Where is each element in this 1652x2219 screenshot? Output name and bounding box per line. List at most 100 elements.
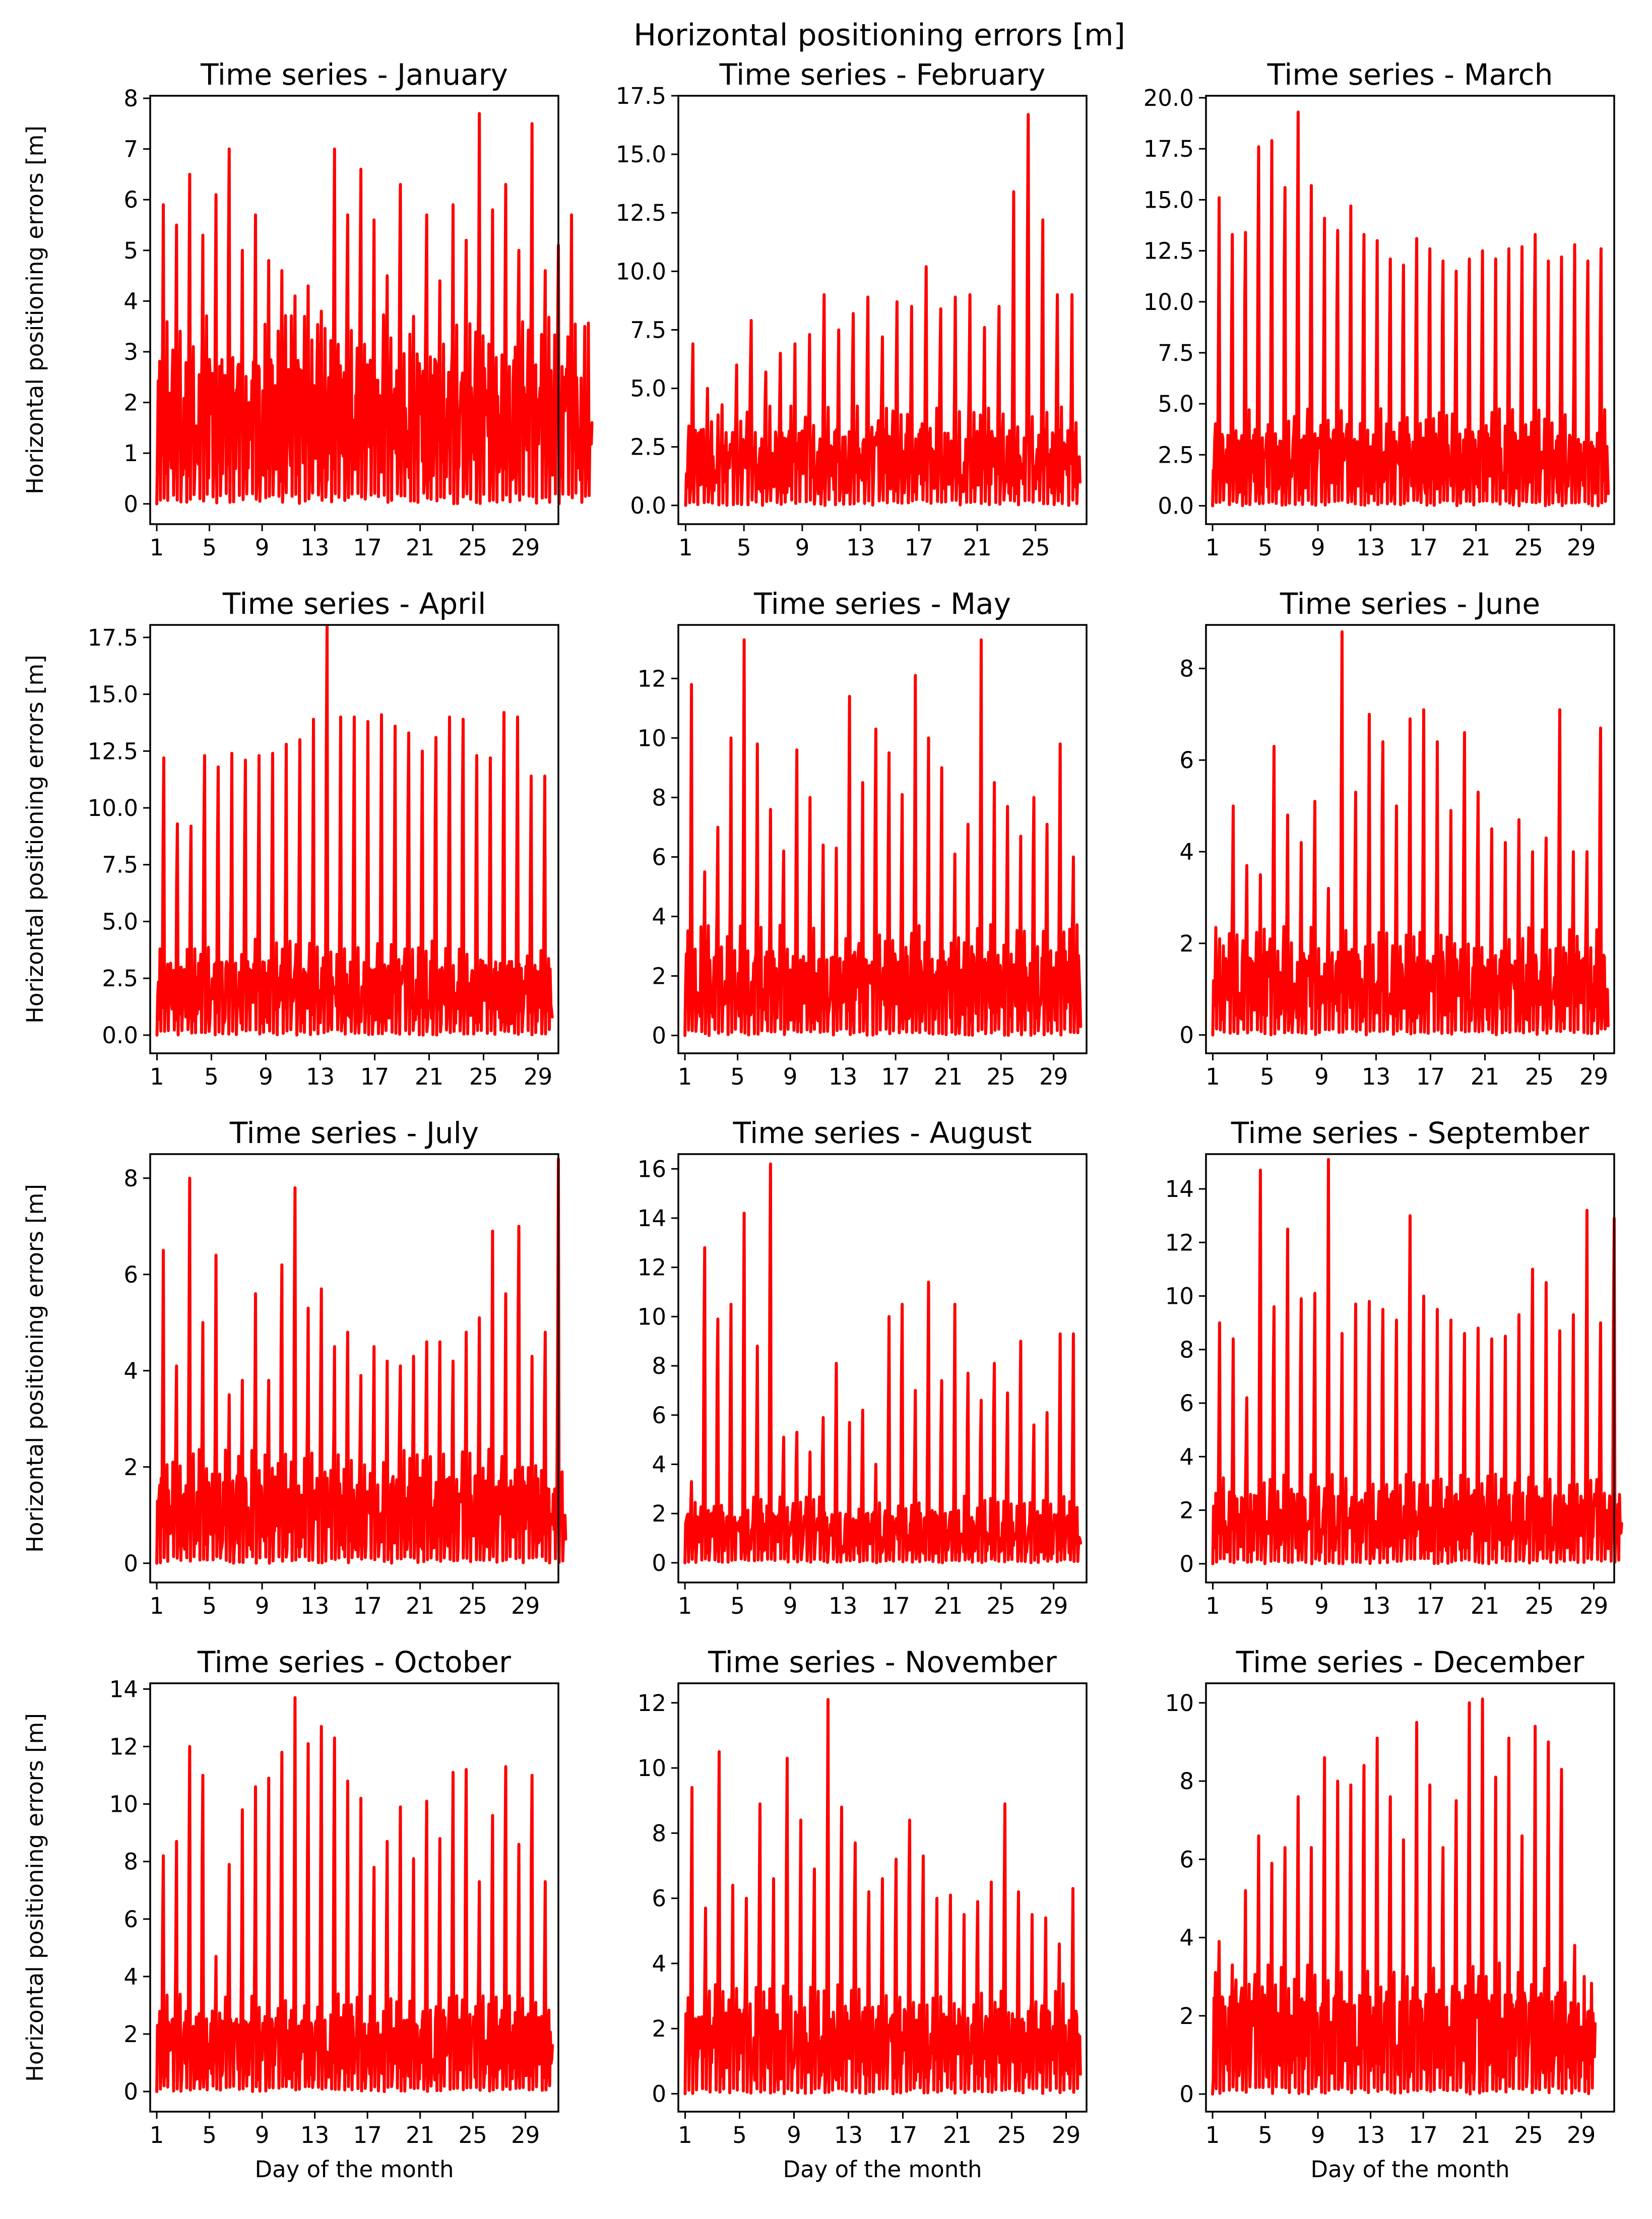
x-tick-label: 29 xyxy=(511,2122,540,2148)
y-tick-label: 12.5 xyxy=(88,738,138,765)
y-tick-label: 4 xyxy=(1179,1925,1194,1951)
y-tick-label: 12.5 xyxy=(616,200,666,226)
series-line xyxy=(155,112,594,505)
y-tick-label: 0 xyxy=(652,1550,666,1576)
y-tick-label: 12 xyxy=(109,1734,138,1760)
y-tick-label: 4 xyxy=(652,903,666,930)
x-tick-label: 5 xyxy=(737,534,751,561)
series-line xyxy=(1211,1697,1597,2096)
x-tick-label: 21 xyxy=(1462,534,1490,561)
y-tick-label: 7 xyxy=(123,136,138,163)
y-tick-label: 3 xyxy=(123,339,138,365)
y-tick-label: 6 xyxy=(123,1261,138,1288)
x-tick-label: 5 xyxy=(1260,1593,1275,1619)
x-tick-label: 9 xyxy=(1311,2122,1325,2148)
x-tick-label: 21 xyxy=(1471,1593,1499,1619)
x-tick-label: 17 xyxy=(1416,1063,1445,1090)
x-tick-label: 13 xyxy=(834,2122,863,2148)
y-tick-label: 17.5 xyxy=(616,83,666,109)
x-tick-label: 5 xyxy=(732,2122,747,2148)
y-tick-label: 5.0 xyxy=(1158,391,1194,417)
y-tick-label: 8 xyxy=(652,784,666,811)
y-tick-label: 8 xyxy=(652,1820,666,1847)
y-tick-label: 8 xyxy=(1179,1337,1194,1363)
x-tick-label: 25 xyxy=(987,1063,1015,1090)
y-tick-label: 8 xyxy=(1179,655,1194,682)
x-tick-label: 25 xyxy=(459,534,487,561)
x-tick-label: 1 xyxy=(1205,1593,1220,1619)
chart-title: Time series - October xyxy=(197,1645,511,1679)
chart-title: Time series - June xyxy=(1280,587,1540,621)
y-tick-label: 2 xyxy=(1179,930,1194,957)
y-tick-label: 20.0 xyxy=(1143,85,1194,111)
plot-area-frame xyxy=(1205,1682,1615,2113)
plot-area-frame xyxy=(149,1682,559,2113)
y-tick-label: 8 xyxy=(123,85,138,112)
x-tick-label: 9 xyxy=(787,2122,801,2148)
x-tick-label: 29 xyxy=(524,1063,552,1090)
x-tick-label: 9 xyxy=(1314,1063,1329,1090)
series-line xyxy=(1211,630,1610,1037)
x-tick-label: 29 xyxy=(511,1593,540,1619)
y-tick-label: 6 xyxy=(1179,1390,1194,1417)
x-tick-label: 25 xyxy=(987,1593,1015,1619)
x-tick-label: 1 xyxy=(1205,534,1220,561)
x-axis-label: Day of the month xyxy=(255,2156,454,2183)
x-tick-label: 29 xyxy=(1567,2122,1596,2148)
plot-area-frame xyxy=(1205,95,1615,525)
x-tick-label: 29 xyxy=(1579,1063,1608,1090)
x-tick-label: 21 xyxy=(406,1593,434,1619)
y-tick-label: 2 xyxy=(1179,2003,1194,2030)
x-tick-label: 17 xyxy=(888,2122,917,2148)
x-tick-label: 25 xyxy=(459,1593,487,1619)
x-tick-label: 21 xyxy=(406,534,434,561)
y-tick-label: 7.5 xyxy=(630,316,666,343)
x-tick-label: 29 xyxy=(1579,1593,1608,1619)
x-tick-label: 21 xyxy=(963,534,991,561)
x-tick-label: 21 xyxy=(934,1063,963,1090)
series-line xyxy=(683,1698,1082,2096)
y-tick-label: 0.0 xyxy=(630,492,666,519)
x-tick-label: 29 xyxy=(1052,2122,1081,2148)
series-line xyxy=(683,638,1083,1037)
x-tick-label: 17 xyxy=(881,1063,910,1090)
y-tick-label: 8 xyxy=(123,1849,138,1875)
x-tick-label: 9 xyxy=(255,2122,270,2148)
y-tick-label: 4 xyxy=(652,1451,666,1478)
x-axis-label: Day of the month xyxy=(1310,2156,1509,2183)
x-tick-label: 21 xyxy=(934,1593,963,1619)
plot-area-frame xyxy=(677,1153,1088,1583)
x-tick-label: 25 xyxy=(459,2122,487,2148)
plot-area-frame xyxy=(677,624,1088,1054)
series-line xyxy=(155,1157,567,1565)
x-tick-label: 9 xyxy=(783,1063,798,1090)
x-tick-label: 21 xyxy=(943,2122,972,2148)
chart-panel: Time series - December 0 2 4 6 8 10 1 5 9 13 17 21 25… xyxy=(1165,1645,1615,2183)
y-tick-label: 12.5 xyxy=(1143,238,1194,265)
chart-panel: Time series - March 0.0 2.5 5.0 7.5 10.0 12.5 1… xyxy=(1143,57,1615,561)
x-tick-label: 25 xyxy=(1525,1593,1554,1619)
y-tick-label: 15.0 xyxy=(616,141,666,168)
y-axis-label: Horizontal positioning errors [m] xyxy=(22,1184,48,1553)
x-tick-label: 5 xyxy=(1258,2122,1273,2148)
x-tick-label: 13 xyxy=(300,1593,329,1619)
y-tick-label: 12 xyxy=(638,1254,666,1281)
y-tick-label: 2 xyxy=(123,2021,138,2048)
y-tick-label: 10.0 xyxy=(88,795,138,821)
y-tick-label: 0 xyxy=(652,2080,666,2107)
y-tick-label: 16 xyxy=(638,1156,666,1182)
x-tick-label: 5 xyxy=(202,1593,217,1619)
y-tick-label: 8 xyxy=(652,1353,666,1379)
x-tick-label: 5 xyxy=(202,2122,217,2148)
x-tick-label: 29 xyxy=(511,534,540,561)
x-tick-label: 25 xyxy=(1514,2122,1543,2148)
y-tick-label: 2.5 xyxy=(1158,441,1194,468)
y-tick-label: 0 xyxy=(123,2078,138,2105)
x-axis-label: Day of the month xyxy=(783,2156,982,2183)
x-tick-label: 25 xyxy=(1525,1063,1554,1090)
x-tick-label: 1 xyxy=(678,2122,692,2148)
y-tick-label: 0 xyxy=(1179,2081,1194,2108)
x-tick-label: 13 xyxy=(829,1593,857,1619)
chart-title: Time series - July xyxy=(229,1116,479,1150)
